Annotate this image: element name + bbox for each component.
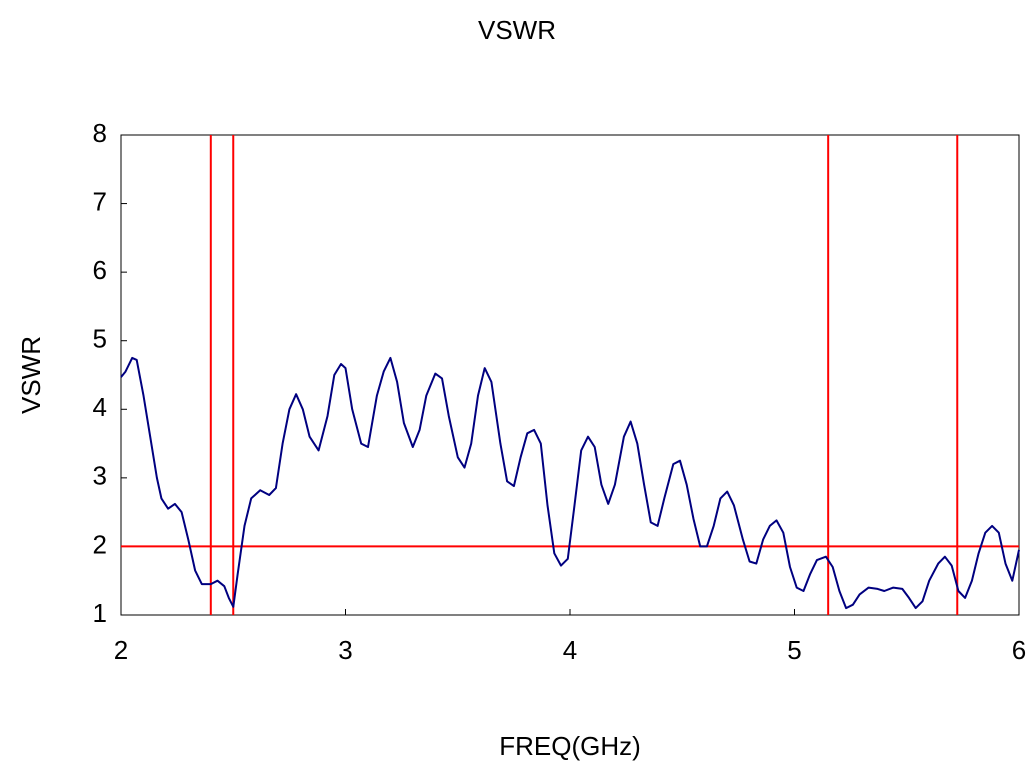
x-tick-label: 4 xyxy=(563,635,577,665)
data-line xyxy=(120,356,1020,610)
y-tick-label: 4 xyxy=(93,392,107,422)
x-tick-label: 6 xyxy=(1012,635,1026,665)
y-axis-label: VSWR xyxy=(16,336,46,414)
y-tick-label: 7 xyxy=(93,186,107,216)
chart-title: VSWR xyxy=(478,15,556,45)
x-tick-label: 3 xyxy=(338,635,352,665)
x-tick-label: 2 xyxy=(114,635,128,665)
y-tick-label: 8 xyxy=(93,118,107,148)
y-tick-label: 2 xyxy=(93,529,107,559)
x-axis-label: FREQ(GHz) xyxy=(499,731,641,761)
y-tick-label: 5 xyxy=(93,324,107,354)
y-tick-label: 3 xyxy=(93,461,107,491)
y-tick-label: 1 xyxy=(93,598,107,628)
x-tick-label: 5 xyxy=(787,635,801,665)
y-tick-label: 6 xyxy=(93,255,107,285)
